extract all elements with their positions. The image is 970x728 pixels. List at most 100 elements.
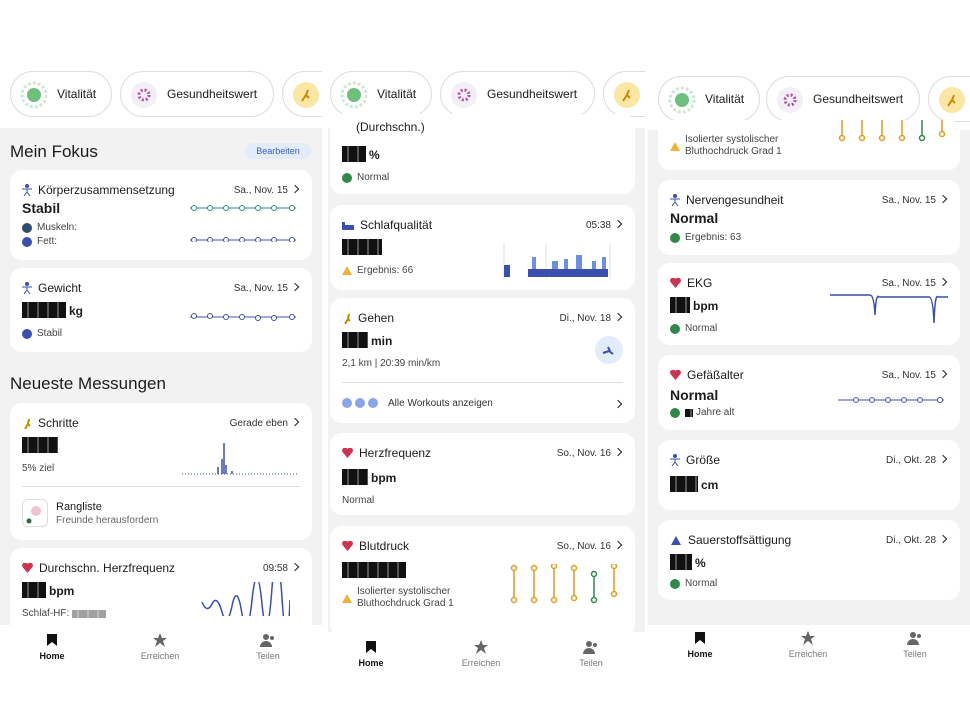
nav-item[interactable]: Home — [331, 640, 411, 668]
graphic — [31, 506, 41, 516]
card-header: EKG Sa., Nov. 15 — [670, 275, 948, 291]
card-header: Nervengesundheit Sa., Nov. 15 — [670, 192, 948, 208]
card-header: Größe Di., Okt. 28 — [670, 452, 948, 468]
icon — [190, 205, 296, 242]
card[interactable]: Körperzusammensetzung Sa., Nov. 15 Stabil… — [10, 170, 312, 260]
card-date: Di., Nov. 18 — [559, 312, 612, 324]
nav-item[interactable]: Home — [660, 631, 740, 659]
nav-item[interactable]: Teilen — [551, 640, 631, 668]
graphic — [223, 314, 229, 320]
graphic — [937, 397, 943, 403]
graphic — [853, 397, 859, 403]
card[interactable]: Nervengesundheit Sa., Nov. 15 Normal Erge… — [658, 180, 960, 255]
graphic — [622, 89, 631, 102]
graphic — [191, 313, 295, 321]
tab[interactable]: Vitalität — [658, 76, 760, 122]
graphic — [602, 346, 614, 355]
card[interactable]: Gefäßalter Sa., Nov. 15 Normal Jahre alt — [658, 355, 960, 430]
label: Stabil — [37, 328, 63, 339]
nav-item[interactable]: Teilen — [228, 633, 308, 661]
icon — [451, 82, 477, 108]
graphic — [207, 237, 213, 242]
tab[interactable]: Gesundheitswert — [440, 71, 595, 117]
edit-button[interactable]: Bearbeiten — [245, 143, 311, 159]
label: Muskeln: — [37, 222, 78, 233]
graphic — [47, 634, 57, 646]
card[interactable]: Blutdruck So., Nov. 16 Isolierter systoli… — [330, 526, 635, 636]
tab[interactable]: Vitalität — [10, 71, 112, 117]
graphic — [25, 282, 29, 286]
graphic — [271, 205, 277, 211]
card[interactable]: Gehen Di., Nov. 18 min 2,1 km | 20:39 min… — [330, 298, 635, 423]
nav-item[interactable]: Erreichen — [441, 640, 521, 668]
graphic — [583, 648, 595, 654]
card[interactable]: Herzfrequenz So., Nov. 16 bpm Normal — [330, 433, 635, 515]
label — [22, 486, 300, 487]
tab[interactable]: Vitalität — [330, 71, 432, 117]
graphic — [137, 88, 151, 102]
card: (Durchschn.) % Normal — [330, 114, 635, 194]
graphic — [885, 397, 891, 403]
graphic — [610, 590, 618, 598]
icon — [22, 499, 48, 527]
nav-item[interactable]: Erreichen — [768, 631, 848, 659]
hidden-value — [342, 469, 368, 485]
label: Rangliste — [56, 501, 102, 513]
card-date: 09:58 — [262, 562, 288, 574]
card-title: Gefäßalter — [687, 368, 744, 382]
card[interactable]: EKG Sa., Nov. 15 bpm Normal — [658, 263, 960, 345]
card-title: Blutdruck — [359, 539, 410, 553]
card[interactable]: Schritte Gerade eben 5% ziel Rangliste Fr… — [10, 403, 312, 540]
icon — [583, 641, 597, 654]
unit: kg — [69, 304, 84, 318]
screen: Vitalität Gesundheitswert Mein Fokus Bea… — [0, 0, 322, 728]
value: % — [342, 146, 380, 162]
graphic — [552, 261, 558, 269]
card[interactable]: Sauerstoffsättigung Di., Okt. 28 % Normal — [658, 520, 960, 600]
graphic — [271, 315, 277, 321]
tab[interactable]: Gesundheitswert — [766, 76, 920, 122]
card-title: Körperzusammensetzung — [38, 183, 175, 197]
card[interactable]: Isolierter systolischer Bluthochdruck Gr… — [658, 120, 960, 170]
label: Jahre alt — [696, 407, 735, 418]
tab[interactable] — [282, 71, 322, 117]
content: Mein Fokus Bearbeiten Körperzusammensetz… — [0, 128, 322, 638]
card-date: Sa., Nov. 15 — [233, 184, 288, 196]
icon — [260, 634, 274, 647]
icon — [670, 370, 681, 380]
tab[interactable] — [928, 76, 970, 122]
tab[interactable] — [603, 71, 645, 117]
section-title: Neueste Messungen — [10, 374, 166, 393]
nav-item[interactable]: Teilen — [875, 631, 955, 659]
nav-item[interactable]: Home — [12, 633, 92, 661]
icon — [24, 418, 31, 429]
tab[interactable]: Gesundheitswert — [120, 71, 274, 117]
status-icon — [670, 232, 680, 243]
graphic — [673, 194, 677, 198]
icon — [695, 632, 705, 644]
graphic — [530, 564, 538, 572]
card[interactable]: Durchschn. Herzfrequenz 09:58 bpm Schlaf-… — [10, 548, 312, 638]
graphic — [239, 314, 245, 320]
icon — [777, 87, 803, 113]
graphic — [938, 130, 946, 138]
card-header: Gefäßalter Sa., Nov. 15 — [670, 367, 948, 383]
label: Teilen — [579, 658, 603, 668]
label: Home — [39, 651, 65, 661]
graphic — [602, 257, 606, 269]
card[interactable]: Gewicht Sa., Nov. 15 kg Stabil — [10, 268, 312, 352]
status-icon — [670, 323, 680, 334]
graphic — [528, 269, 608, 277]
graphic — [510, 596, 518, 604]
card[interactable]: Schlafqualität 05:38 Ergebnis: 66 — [330, 205, 635, 290]
graphic — [270, 636, 274, 640]
card-title: Schlafqualität — [360, 218, 433, 232]
graphic — [191, 237, 295, 242]
nav-item[interactable]: Erreichen — [120, 633, 200, 661]
note: Ergebnis: 66 — [342, 265, 413, 276]
card-date: Di., Okt. 28 — [885, 454, 936, 466]
label: (Durchschn.) — [356, 120, 425, 134]
graphic — [673, 454, 677, 458]
card[interactable]: Größe Di., Okt. 28 cm — [658, 440, 960, 510]
icon — [614, 82, 640, 108]
